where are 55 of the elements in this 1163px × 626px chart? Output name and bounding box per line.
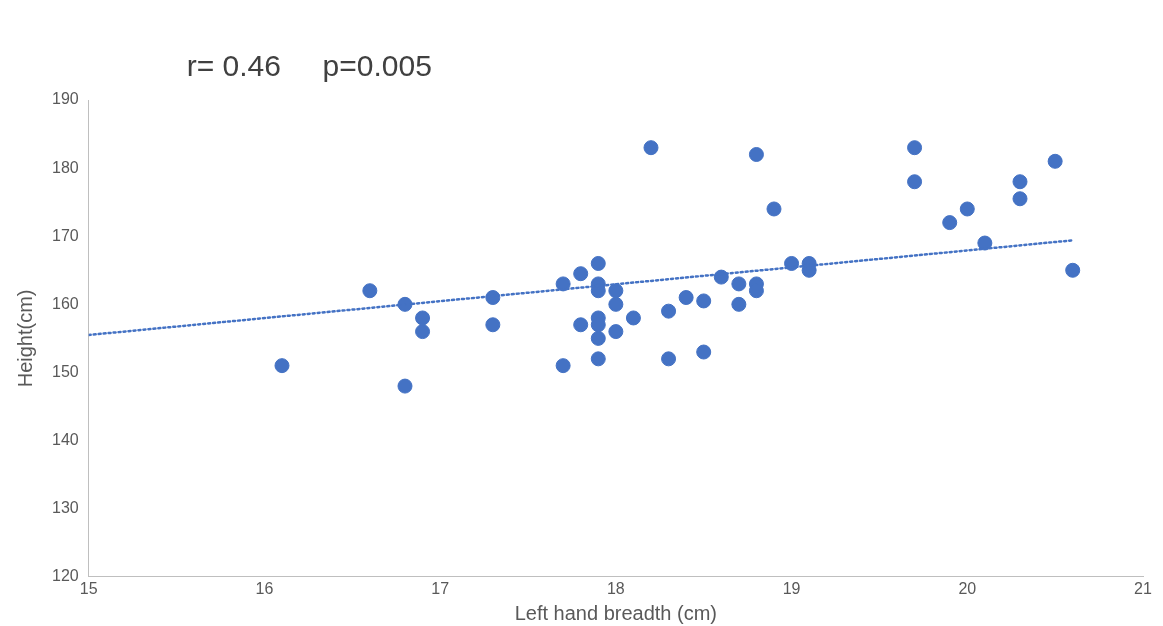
- y-tick-label: 140: [51, 430, 79, 448]
- point: [1047, 153, 1063, 169]
- point: [748, 146, 764, 162]
- x-tick-label: 18: [606, 579, 625, 597]
- point: [696, 344, 712, 360]
- y-tick-label: 160: [51, 294, 79, 312]
- point: [590, 330, 606, 346]
- point: [678, 290, 694, 306]
- point: [415, 310, 431, 326]
- point: [415, 324, 431, 340]
- point: [731, 276, 747, 292]
- point: [784, 255, 800, 271]
- point: [590, 351, 606, 367]
- point: [1012, 191, 1028, 207]
- point: [573, 317, 589, 333]
- point: [907, 174, 923, 190]
- point: [731, 296, 747, 312]
- point: [696, 293, 712, 309]
- point: [274, 358, 290, 374]
- y-axis-title: Height(cm): [13, 289, 36, 388]
- point: [590, 255, 606, 271]
- point: [942, 215, 958, 231]
- x-tick-label: 15: [79, 579, 98, 597]
- x-axis-title: Left hand breadth (cm): [514, 601, 718, 624]
- point: [661, 303, 677, 319]
- x-tick-label: 17: [431, 579, 450, 597]
- point: [362, 283, 378, 299]
- point: [643, 140, 659, 156]
- y-tick-label: 150: [51, 362, 79, 380]
- y-tick-label: 180: [51, 158, 79, 176]
- point: [661, 351, 677, 367]
- point: [1065, 262, 1081, 278]
- point: [555, 358, 571, 374]
- point: [959, 201, 975, 217]
- y-tick-label: 120: [51, 567, 79, 585]
- x-tick-label: 21: [1134, 579, 1152, 597]
- point: [1012, 174, 1028, 190]
- point: [485, 317, 501, 333]
- point: [608, 283, 624, 299]
- y-tick-label: 190: [51, 90, 79, 108]
- x-tick-label: 19: [782, 579, 801, 597]
- x-tick-label: 20: [958, 579, 977, 597]
- y-tick-label: 170: [51, 226, 79, 244]
- point: [573, 266, 589, 282]
- point: [977, 235, 993, 251]
- point: [555, 276, 571, 292]
- point: [397, 378, 413, 394]
- point: [907, 140, 923, 156]
- x-tick-label: 16: [255, 579, 274, 597]
- point: [766, 201, 782, 217]
- point: [625, 310, 641, 326]
- point: [608, 324, 624, 340]
- point: [608, 296, 624, 312]
- chart-title: r= 0.46 p=0.005: [186, 49, 432, 83]
- y-tick-label: 130: [51, 499, 79, 517]
